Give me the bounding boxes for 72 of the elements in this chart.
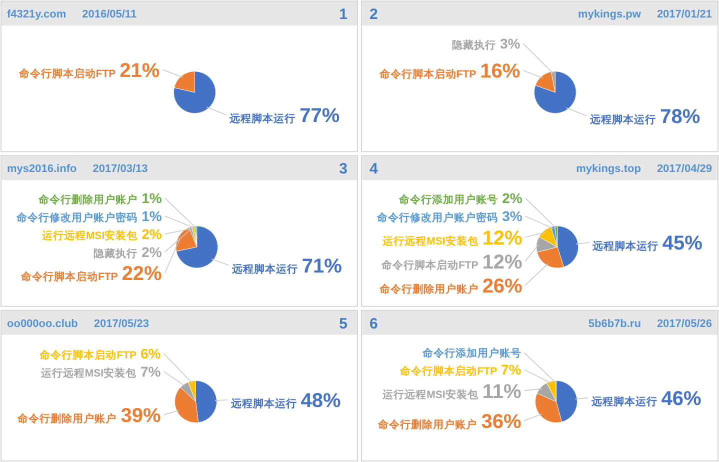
slice-label: 运行远程MSI安装包 [40, 229, 139, 242]
slice-label: 命令行脚本启动FTP [399, 364, 498, 378]
data-label: 7% [501, 362, 522, 378]
pie-slice [173, 71, 216, 114]
data-label: 26% [482, 275, 523, 298]
text: 3 [339, 160, 348, 178]
slice-label: 命令行删除用户账户 [16, 412, 117, 426]
data-label: 45% [662, 232, 703, 255]
text: 1 [339, 6, 348, 23]
chart-title: 5b6b7b.ru [588, 318, 641, 330]
slice-label: 命令行脚本启动FTP [38, 348, 137, 362]
data-label: 78% [660, 106, 700, 128]
data-label: 46% [661, 388, 702, 410]
slice-label: 命令行删除用户账户 [377, 418, 478, 431]
chart-title: mykings.top [576, 163, 642, 176]
slice-label: 隐藏执行 [94, 247, 138, 260]
chart-subtitle: 2017/04/29 [656, 163, 712, 176]
data-label: 1% [142, 190, 162, 206]
slice-label: 命令行脚本启动FTP [18, 66, 116, 80]
data-label: 7% [140, 364, 162, 380]
data-label: 2% [142, 244, 162, 260]
data-label: 3% [500, 36, 521, 52]
data-label: 2% [502, 190, 523, 206]
data-label: 12% [482, 251, 523, 274]
slice-label: 远程脚本运行 [589, 113, 656, 126]
chart-subtitle: 2017/05/23 [94, 318, 149, 330]
data-label: 48% [300, 390, 341, 412]
slice-label: 命令行添加用户账号 [398, 193, 498, 206]
chart-title: f4321y.com [7, 8, 66, 20]
slice-label: 命令行脚本启动FTP [378, 68, 476, 81]
data-label: 11% [482, 380, 522, 403]
text: 2 [370, 6, 378, 23]
chart-title: mykings.pw [578, 8, 642, 20]
text: 5 [339, 315, 348, 332]
slice-label: 命令行添加用户账号 [421, 346, 522, 360]
slice-label: 远程脚本运行 [591, 240, 658, 253]
data-label: 77% [300, 105, 340, 128]
chart-title: mys2016.info [7, 163, 77, 176]
data-label: 6% [140, 346, 162, 362]
data-label: 1% [142, 208, 162, 224]
data-label: 71% [302, 255, 342, 278]
chart-title: oo000oo.club [7, 318, 78, 330]
slice-label: 命令行修改用户账户密码 [376, 211, 498, 224]
slice-label: 命令行脚本启动FTP [20, 270, 118, 284]
data-label: 2% [142, 226, 162, 242]
slice-label: 运行远程MSI安装包 [382, 388, 480, 401]
chart-subtitle: 2017/05/26 [656, 318, 712, 330]
text: 6 [370, 315, 378, 332]
slice-label: 运行远程MSI安装包 [40, 366, 138, 380]
slice-label: 远程脚本运行 [230, 397, 297, 410]
data-label: 36% [481, 410, 522, 433]
slice-label: 远程脚本运行 [228, 112, 296, 126]
slice-label: 命令行脚本启动FTP [380, 258, 478, 272]
slice-label: 远程脚本运行 [230, 262, 298, 276]
slice-label: 远程脚本运行 [590, 395, 658, 408]
chart-subtitle: 2017/01/21 [656, 8, 712, 20]
slice-label: 隐藏执行 [452, 38, 496, 52]
data-label: 39% [120, 405, 161, 428]
data-label: 3% [502, 208, 523, 224]
chart-subtitle: 2017/03/13 [92, 163, 148, 176]
slice-label: 命令行删除用户账户 [38, 193, 138, 206]
data-label: 22% [122, 263, 162, 286]
data-label: 12% [482, 227, 523, 250]
pie-slice [176, 226, 218, 268]
data-label: 21% [120, 60, 160, 82]
data-label: 16% [480, 60, 520, 83]
pie-slice [534, 71, 576, 114]
chart-subtitle: 2016/05/11 [82, 8, 137, 20]
slice-label: 运行远程MSI安装包 [382, 234, 480, 248]
slice-label: 命令行删除用户账户 [378, 282, 478, 296]
slice-label: 命令行修改用户账户密码 [16, 211, 138, 224]
text: 4 [370, 160, 378, 178]
